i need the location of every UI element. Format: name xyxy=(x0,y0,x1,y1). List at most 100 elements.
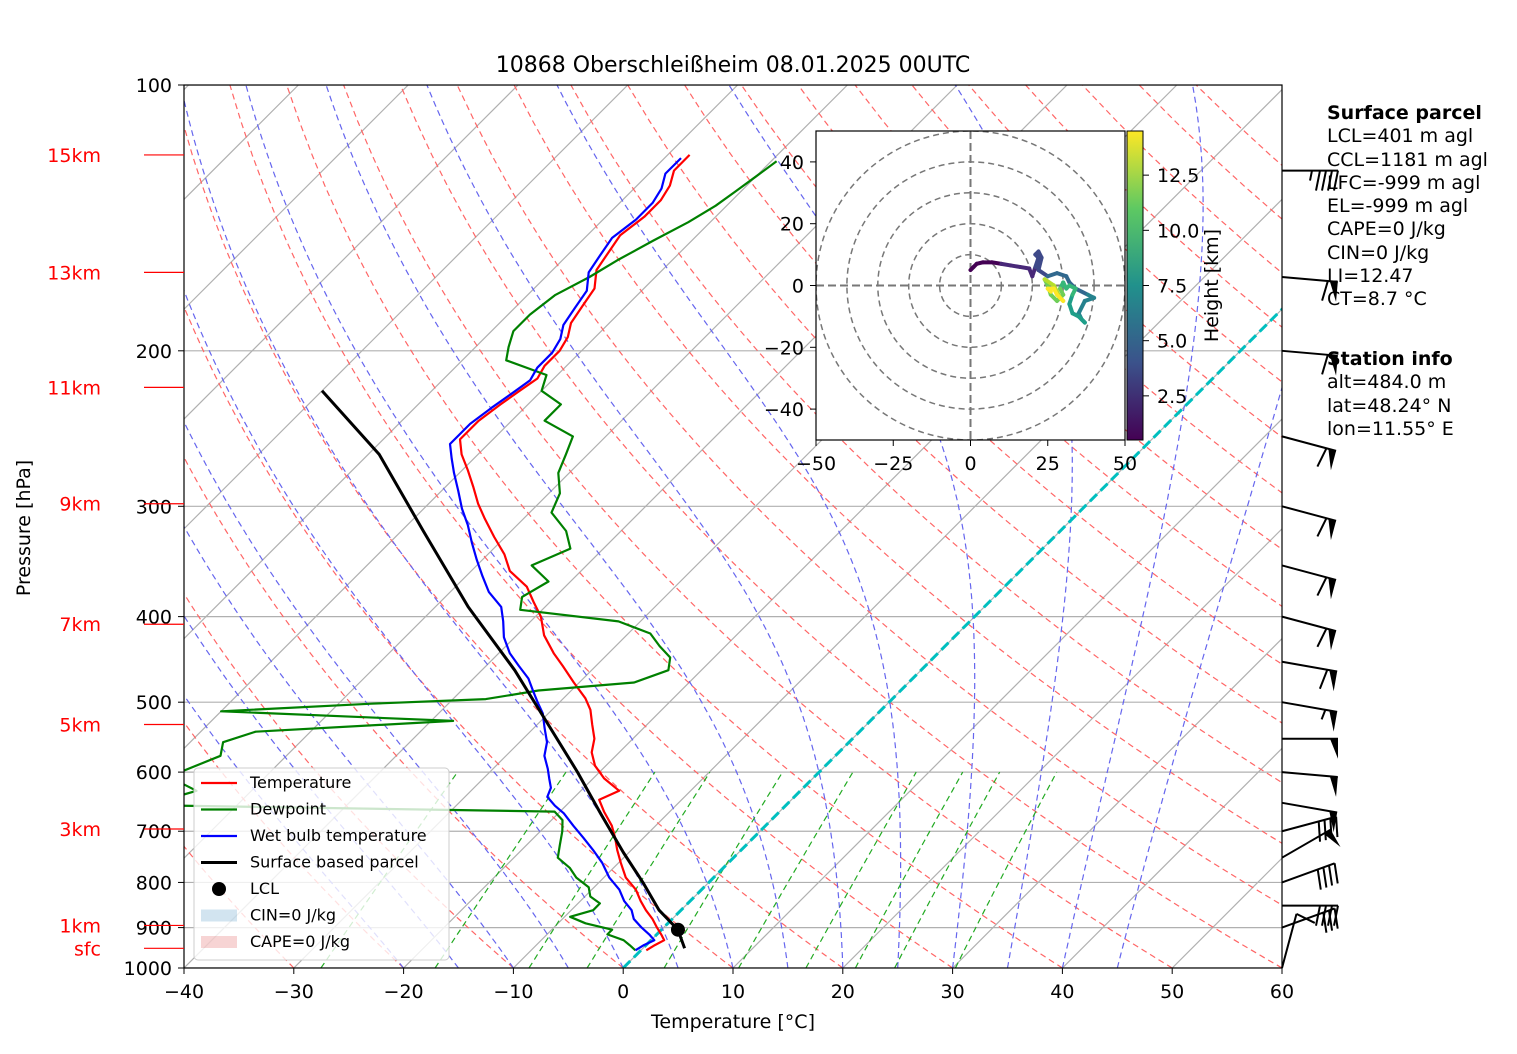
wind-barb xyxy=(1282,169,1339,191)
moist-adiabat-line xyxy=(184,420,569,968)
barb-flag xyxy=(1328,577,1337,600)
barb-shaft xyxy=(1281,907,1335,929)
wetbulb-line xyxy=(448,157,682,952)
barb-full xyxy=(1335,816,1339,838)
moist-adiabat-line xyxy=(954,85,1073,968)
height-label: 3km xyxy=(59,819,101,841)
legend-label: Wet bulb temperature xyxy=(250,826,427,845)
barb-shaft xyxy=(1281,349,1338,357)
y-axis-label: Pressure [hPa] xyxy=(13,460,35,596)
ccl-value: CCL=1181 m agl xyxy=(1327,148,1488,171)
barb-flag xyxy=(1330,738,1338,759)
hodograph-y-tick-label: −20 xyxy=(764,337,804,359)
hodograph-y-tick-label: 20 xyxy=(780,214,804,236)
altitude-value: alt=484.0 m xyxy=(1327,371,1447,394)
isotherm-line xyxy=(952,637,1282,968)
station-info-heading: Station info xyxy=(1327,348,1453,370)
hodograph-y-tick-label: 40 xyxy=(780,152,804,174)
legend: Temperature Dewpoint Wet bulb temperature S… xyxy=(193,767,450,961)
barb-half xyxy=(1320,709,1327,720)
mixing-ratio-line xyxy=(663,771,784,968)
wind-barb xyxy=(1281,349,1338,376)
dry-adiabat-line xyxy=(184,305,734,968)
barb-flag xyxy=(1329,281,1338,302)
isotherm-line xyxy=(842,527,1282,968)
mixing-ratio-line xyxy=(954,771,1058,968)
barb-full xyxy=(1321,354,1329,375)
colorbar-tick-label: 7.5 xyxy=(1157,276,1187,298)
wind-barb xyxy=(1281,801,1338,833)
x-tick-label: 60 xyxy=(1270,981,1294,1003)
legend-label: LCL xyxy=(250,879,279,898)
hodograph-segment xyxy=(1076,298,1087,316)
barb-full xyxy=(1296,913,1316,924)
height-label: 5km xyxy=(59,715,101,737)
barb-flag xyxy=(1329,776,1338,797)
barb-shaft xyxy=(1281,828,1331,859)
y-tick-label: 800 xyxy=(136,872,172,894)
mixing-ratio-line xyxy=(854,771,964,968)
legend-label: Dewpoint xyxy=(250,800,326,819)
wind-barb xyxy=(1281,771,1338,797)
dry-adiabat-line xyxy=(184,124,844,968)
height-colorbar xyxy=(1126,130,1144,441)
barb-flag xyxy=(1323,829,1341,847)
x-tick-label: 40 xyxy=(1050,981,1074,1003)
chart-title: 10868 Oberschleißheim 08.01.2025 00UTC xyxy=(496,53,971,78)
surface-parcel-heading: Surface parcel xyxy=(1327,102,1482,124)
zero-isotherm-line xyxy=(622,307,1282,968)
barb-flag xyxy=(1329,670,1338,692)
barb-full xyxy=(1333,863,1339,884)
hodograph-background xyxy=(816,131,1125,440)
moist-adiabat-line xyxy=(728,85,976,968)
colorbar-tick-label: 10.0 xyxy=(1157,220,1199,242)
mixing-ratio-line xyxy=(738,771,854,968)
dry-adiabat-line xyxy=(399,85,1282,968)
dry-adiabat-line xyxy=(229,85,953,968)
axes-ticks: −40 −30 −20 −10 0 10 20 30 40 50 60100200300400500… xyxy=(47,75,1294,1003)
mixing-ratio-line xyxy=(805,771,917,968)
legend-label: Surface based parcel xyxy=(250,853,419,872)
barb-flag xyxy=(1329,710,1338,732)
lcl-value: LCL=401 m agl xyxy=(1327,125,1474,148)
barb-shaft xyxy=(1281,615,1337,633)
legend-box xyxy=(193,767,450,961)
wind-barb xyxy=(1281,907,1339,933)
wind-barb xyxy=(1282,737,1338,759)
barb-full xyxy=(1323,819,1327,841)
dry-adiabat-line xyxy=(513,85,1282,844)
moist-adiabat-line xyxy=(325,85,789,968)
wind-barb xyxy=(1281,505,1337,541)
profile-lines xyxy=(184,154,778,952)
x-tick-label: −20 xyxy=(384,981,424,1003)
height-label: 7km xyxy=(59,614,101,636)
dry-adiabat-line xyxy=(184,456,624,968)
cape-value: CAPE=0 J/kg xyxy=(1327,218,1446,241)
x-tick-label: −30 xyxy=(274,981,314,1003)
colorbar-label: Height [km] xyxy=(1201,229,1223,342)
temperature-line xyxy=(458,154,691,952)
wind-barb xyxy=(1281,862,1339,890)
barb-full xyxy=(1316,517,1328,537)
legend-label: CAPE=0 J/kg xyxy=(250,932,350,951)
isotherm-line xyxy=(184,85,519,420)
hodograph-y-tick-label: −40 xyxy=(764,399,804,421)
latitude-value: lat=48.24° N xyxy=(1327,394,1452,417)
hodograph-segment xyxy=(1073,286,1090,297)
barb-shaft xyxy=(1281,862,1335,884)
y-tick-label: 700 xyxy=(136,821,172,843)
wind-barb xyxy=(1281,660,1338,692)
y-tick-label: 1000 xyxy=(124,958,172,980)
colorbar-tick-label: 5.0 xyxy=(1157,331,1187,353)
barb-shaft xyxy=(1281,564,1337,581)
hodograph-x-tick-label: 25 xyxy=(1036,453,1060,475)
y-tick-label: 600 xyxy=(136,762,172,784)
hodograph-y-tick-label: 0 xyxy=(792,276,804,298)
colorbar-tick-label: 2.5 xyxy=(1157,386,1187,408)
dry-adiabat-line xyxy=(456,85,1282,906)
barb-full xyxy=(1317,821,1322,842)
hodograph-inset: −50 −25 0 25 50 40 20 0 −20 −40 2.5 5.0 7.5 10.0 12.5 H… xyxy=(764,130,1223,475)
legend-swatch xyxy=(201,936,237,948)
isotherm-line xyxy=(184,85,409,311)
x-tick-label: 30 xyxy=(941,981,965,1003)
